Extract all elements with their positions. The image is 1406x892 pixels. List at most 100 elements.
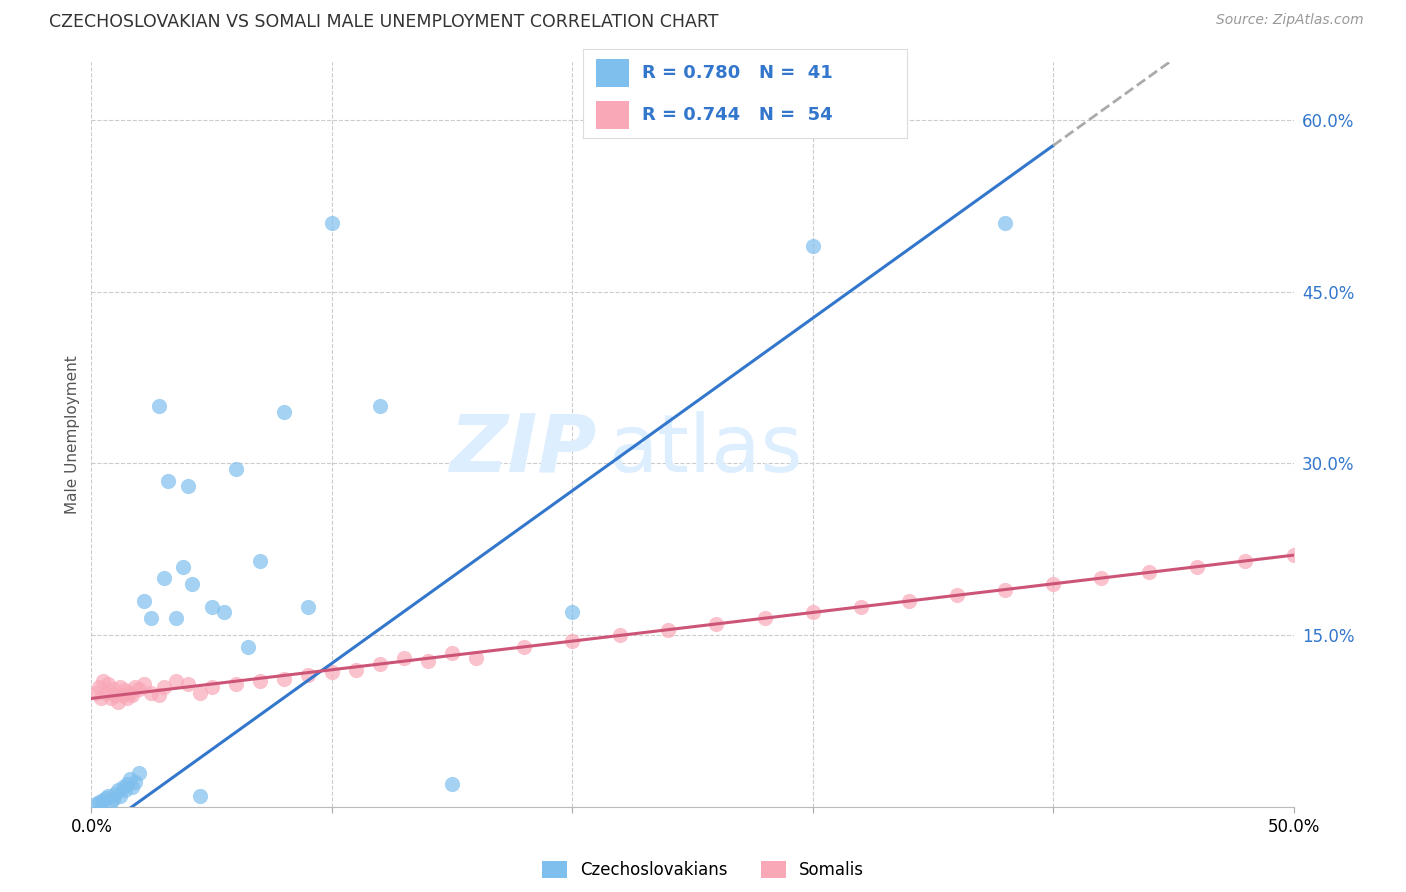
Text: CZECHOSLOVAKIAN VS SOMALI MALE UNEMPLOYMENT CORRELATION CHART: CZECHOSLOVAKIAN VS SOMALI MALE UNEMPLOYM… bbox=[49, 13, 718, 31]
Point bbox=[201, 680, 224, 694]
Point bbox=[93, 793, 115, 807]
Point bbox=[90, 691, 112, 706]
Point bbox=[657, 623, 679, 637]
Point bbox=[110, 789, 132, 803]
Point bbox=[93, 674, 115, 689]
Point bbox=[225, 676, 247, 690]
Point bbox=[849, 599, 872, 614]
Point bbox=[1187, 559, 1209, 574]
Point bbox=[84, 686, 107, 700]
Point bbox=[344, 663, 367, 677]
Point bbox=[152, 571, 174, 585]
Point bbox=[114, 683, 136, 698]
Point bbox=[188, 686, 211, 700]
Point bbox=[212, 606, 235, 620]
Point bbox=[118, 772, 141, 786]
Point bbox=[236, 640, 259, 654]
Point bbox=[706, 616, 728, 631]
Point bbox=[165, 674, 187, 689]
Point bbox=[249, 674, 271, 689]
Point bbox=[157, 474, 180, 488]
Bar bbox=[596, 101, 628, 129]
Point bbox=[94, 791, 117, 805]
Point bbox=[100, 691, 122, 706]
Point bbox=[249, 554, 271, 568]
Text: ZIP: ZIP bbox=[449, 410, 596, 489]
Point bbox=[273, 405, 295, 419]
Point bbox=[87, 680, 110, 694]
Point bbox=[297, 668, 319, 682]
Y-axis label: Male Unemployment: Male Unemployment bbox=[65, 356, 80, 514]
Point bbox=[104, 688, 127, 702]
Point bbox=[392, 651, 415, 665]
Text: R = 0.744   N =  54: R = 0.744 N = 54 bbox=[641, 106, 832, 124]
Point bbox=[368, 657, 391, 671]
Bar bbox=[596, 59, 628, 87]
Point bbox=[561, 606, 583, 620]
Point bbox=[801, 606, 824, 620]
Point bbox=[1234, 554, 1257, 568]
Point bbox=[114, 783, 136, 797]
Point bbox=[994, 582, 1017, 597]
Point bbox=[107, 695, 129, 709]
Point bbox=[1282, 548, 1305, 562]
Point bbox=[465, 651, 488, 665]
Point bbox=[121, 688, 143, 702]
Point bbox=[134, 594, 156, 608]
Point bbox=[121, 780, 143, 794]
Point bbox=[188, 789, 211, 803]
Point bbox=[176, 676, 198, 690]
Point bbox=[754, 611, 776, 625]
Point bbox=[134, 676, 156, 690]
Point bbox=[97, 676, 120, 690]
Point bbox=[94, 686, 117, 700]
Point bbox=[84, 797, 107, 811]
Point bbox=[111, 780, 134, 794]
Point bbox=[101, 682, 124, 697]
Point bbox=[513, 640, 536, 654]
Point bbox=[321, 665, 343, 679]
Point bbox=[101, 792, 124, 806]
Point bbox=[994, 216, 1017, 230]
Point bbox=[141, 611, 163, 625]
Text: R = 0.780   N =  41: R = 0.780 N = 41 bbox=[641, 64, 832, 82]
Point bbox=[1090, 571, 1112, 585]
Point bbox=[165, 611, 187, 625]
Point bbox=[609, 628, 631, 642]
Point bbox=[117, 691, 139, 706]
Point bbox=[152, 680, 174, 694]
Text: Source: ZipAtlas.com: Source: ZipAtlas.com bbox=[1216, 13, 1364, 28]
Point bbox=[124, 775, 146, 789]
Point bbox=[148, 688, 170, 702]
Point bbox=[225, 462, 247, 476]
Point bbox=[107, 783, 129, 797]
Point bbox=[440, 777, 463, 791]
Point bbox=[946, 588, 969, 602]
Point bbox=[111, 688, 134, 702]
Text: atlas: atlas bbox=[609, 410, 803, 489]
Point bbox=[1137, 566, 1160, 580]
Point bbox=[176, 479, 198, 493]
Point bbox=[440, 646, 463, 660]
Point bbox=[321, 216, 343, 230]
Point bbox=[561, 634, 583, 648]
Point bbox=[297, 599, 319, 614]
Point bbox=[128, 682, 150, 697]
Point bbox=[128, 765, 150, 780]
Legend: Czechoslovakians, Somalis: Czechoslovakians, Somalis bbox=[541, 861, 865, 880]
Point bbox=[897, 594, 920, 608]
Point bbox=[104, 787, 127, 801]
Point bbox=[110, 680, 132, 694]
Point bbox=[273, 672, 295, 686]
Point bbox=[416, 654, 439, 668]
Point bbox=[1042, 577, 1064, 591]
Point bbox=[368, 399, 391, 413]
Point bbox=[172, 559, 194, 574]
Point bbox=[124, 680, 146, 694]
Point bbox=[118, 686, 141, 700]
Point bbox=[148, 399, 170, 413]
Point bbox=[90, 796, 112, 810]
Point bbox=[117, 777, 139, 791]
Point bbox=[801, 239, 824, 253]
Point bbox=[141, 686, 163, 700]
